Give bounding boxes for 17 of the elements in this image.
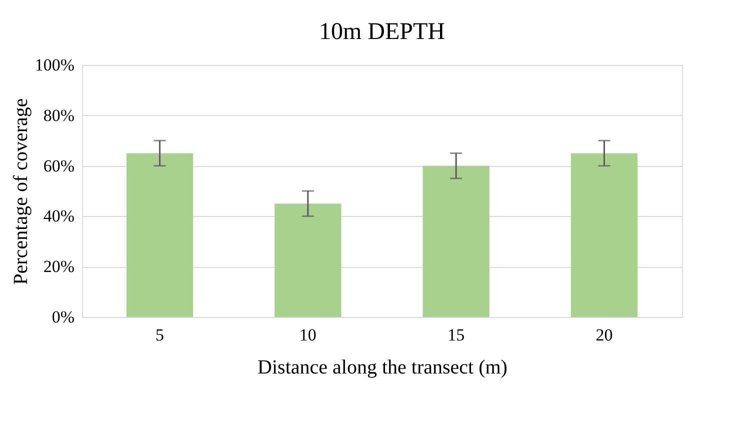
y-axis-title: Percentage of coverage <box>10 98 32 285</box>
y-tick-label: 80% <box>43 106 74 125</box>
y-tick-label: 0% <box>52 308 74 326</box>
x-tick-label: 20 <box>596 326 613 344</box>
x-tick-label: 5 <box>156 326 164 344</box>
x-tick-label: 10 <box>299 326 316 344</box>
chart-title: 10m DEPTH <box>319 19 445 45</box>
bar <box>126 153 194 317</box>
y-tick-label: 40% <box>43 206 74 226</box>
y-tick-label: 100% <box>34 56 74 74</box>
x-tick-label: 15 <box>448 326 465 344</box>
x-axis-title: Distance along the transect (m) <box>258 356 508 378</box>
bar <box>422 166 490 317</box>
y-tick-label: 60% <box>43 156 74 176</box>
y-tick-label: 20% <box>43 257 74 276</box>
bar <box>274 204 342 317</box>
bar <box>570 153 638 317</box>
